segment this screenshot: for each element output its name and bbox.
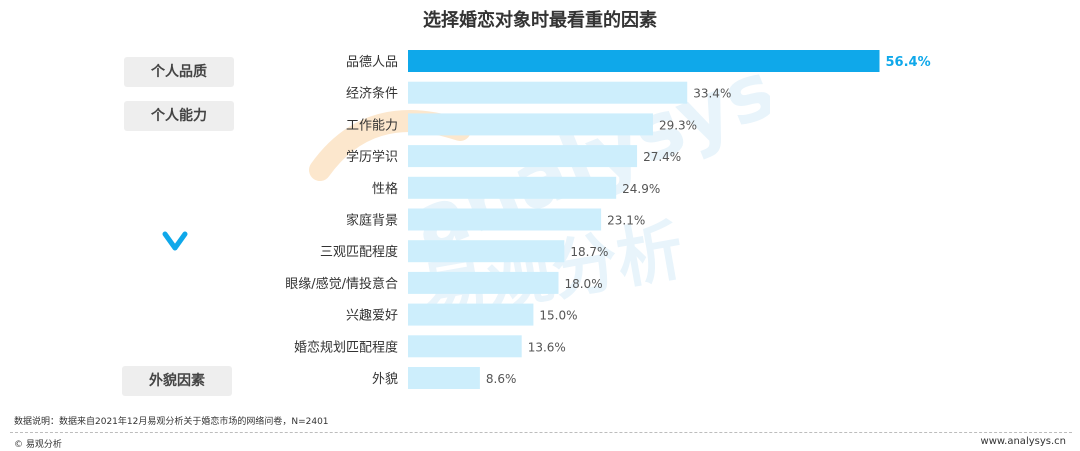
bar bbox=[408, 303, 534, 326]
chart-title: 选择婚恋对象时最看重的因素 bbox=[423, 10, 657, 31]
bar bbox=[408, 50, 880, 72]
category-label: 眼缘/感觉/情投意合 bbox=[285, 276, 398, 292]
value-label: 23.1% bbox=[607, 214, 645, 228]
footer-brand: © 易观分析 bbox=[14, 440, 62, 450]
category-label: 学历学识 bbox=[346, 149, 398, 165]
category-label: 兴趣爱好 bbox=[346, 309, 398, 324]
value-label: 18.7% bbox=[570, 245, 608, 259]
value-label: 18.0% bbox=[564, 277, 602, 291]
group-label-personal-quality: 个人品质 bbox=[124, 57, 234, 87]
value-label: 8.6% bbox=[486, 372, 517, 386]
bar bbox=[408, 271, 559, 294]
value-label: 13.6% bbox=[528, 340, 566, 354]
group-label-appearance: 外貌因素 bbox=[122, 366, 232, 396]
category-label: 外貌 bbox=[372, 372, 398, 387]
footer-divider bbox=[10, 432, 1072, 433]
bar bbox=[408, 208, 602, 231]
bar bbox=[408, 81, 688, 104]
group-label-personal-ability: 个人能力 bbox=[124, 101, 234, 131]
data-note: 数据说明：数据来自2021年12月易观分析关于婚恋市场的网络问卷，N=2401 bbox=[14, 417, 329, 427]
value-label: 15.0% bbox=[539, 309, 577, 323]
bar bbox=[408, 113, 653, 136]
chevron-down-icon bbox=[162, 231, 188, 251]
value-label: 24.9% bbox=[622, 182, 660, 196]
category-label: 家庭背景 bbox=[346, 213, 398, 229]
bar bbox=[408, 176, 617, 199]
category-label: 婚恋规划匹配程度 bbox=[294, 339, 398, 355]
category-label: 性格 bbox=[372, 181, 398, 197]
bar bbox=[408, 367, 480, 389]
category-label: 品德人品 bbox=[346, 55, 398, 70]
bar bbox=[408, 240, 565, 263]
footer-website: www.analysys.cn bbox=[980, 436, 1066, 447]
category-label: 经济条件 bbox=[346, 86, 398, 102]
value-label: 27.4% bbox=[643, 150, 681, 164]
value-label: 33.4% bbox=[693, 87, 731, 101]
value-label: 29.3% bbox=[659, 118, 697, 132]
category-label: 三观匹配程度 bbox=[320, 244, 398, 260]
bar bbox=[408, 145, 638, 168]
bar-chart: 品德人品 56.4% 经济条件 33.4% 工作能力 29.3% 学历学识 27.4% 性格 24… bbox=[285, 50, 931, 389]
category-label: 工作能力 bbox=[346, 118, 398, 133]
bar bbox=[408, 335, 522, 358]
value-label: 56.4% bbox=[886, 55, 931, 70]
